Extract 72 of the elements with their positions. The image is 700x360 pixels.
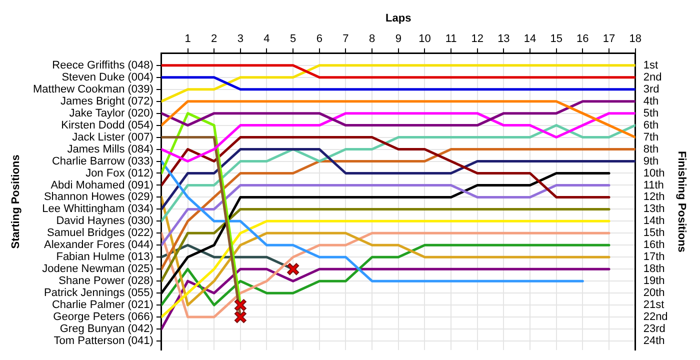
point (234, 299, 246, 312)
x-tick-label: 1 (184, 32, 191, 45)
point (234, 311, 246, 324)
y-tick-label: 22nd (643, 311, 668, 324)
y-tick-label: 18th (643, 263, 665, 276)
x-tick-label: 17 (602, 32, 616, 45)
y-tick-label: 9th (643, 155, 659, 168)
y-tick-label: 11th (643, 179, 664, 192)
category-label: Tom Patterson (041) (54, 335, 154, 348)
x-tick-label: 16 (576, 32, 589, 45)
category-label: Abdi Mohamed (091) (50, 179, 154, 192)
y-tick-label: 8th (643, 143, 659, 156)
category-label: Patrick Jennings (055) (44, 287, 154, 300)
x-tick-label: 6 (316, 32, 322, 45)
category-label: Charlie Barrow (033) (52, 155, 154, 168)
y-tick-label: 6th (643, 119, 659, 132)
x-tick-label: 8 (368, 32, 376, 45)
y-tick-label: 15th (643, 227, 665, 240)
y-tick-label: 7th (643, 131, 659, 144)
point (287, 263, 300, 276)
y-tick-label: 17th (643, 251, 665, 264)
x-tick-label: 12 (471, 32, 484, 45)
x-tick-label: 2 (211, 32, 218, 45)
text: Starting Positions (10, 154, 22, 249)
category-label: Fabian Hulme (013) (56, 251, 154, 264)
category-label: Jodene Newman (025) (42, 263, 154, 276)
y-tick-label: 1st (643, 59, 658, 72)
y-tick-label: 5th (643, 107, 659, 120)
x-tick-label: 4 (264, 32, 270, 45)
x-tick-label: 3 (237, 32, 244, 45)
category-label: Jack Lister (007) (72, 131, 154, 144)
y-tick-label: 19th (643, 275, 665, 288)
x-tick-label: 13 (498, 32, 510, 45)
x-tick-label: 9 (395, 32, 402, 45)
category-label: James Bright (072) (60, 95, 154, 108)
category-label: Samuel Bridges (022) (47, 227, 154, 240)
x-tick-label: 10 (418, 32, 431, 45)
x-axis-title: Laps (386, 12, 412, 25)
category-label: Greg Bunyan (042) (60, 323, 154, 336)
y-tick-label: 21st (643, 299, 664, 312)
x-tick-label: 7 (342, 32, 349, 45)
x-tick-label: 11 (445, 32, 457, 45)
x-tick-label: 18 (629, 32, 642, 45)
category-label: Reece Griffiths (048) (52, 59, 154, 72)
category-label: Matthew Cookman (039) (32, 83, 154, 96)
category-label: Charlie Palmer (021) (52, 299, 154, 312)
y-axis-title: Finishing Positions (675, 150, 688, 252)
category-label: George Peters (066) (53, 311, 154, 324)
category-label: Alexander Fores (044) (44, 239, 154, 252)
y-tick-label: 13th (643, 203, 665, 216)
category-label: Jon Fox (012) (86, 167, 154, 180)
y-tick-label: 3rd (643, 83, 660, 96)
y-tick-label: 16th (643, 239, 665, 252)
category-label: Steven Duke (004) (62, 71, 154, 84)
category-label: Kirsten Dodd (054) (61, 119, 154, 132)
y-tick-label: 23rd (643, 323, 666, 336)
x-tick-label: 14 (524, 32, 536, 45)
y-tick-label: 4th (643, 95, 659, 108)
category-label: Jake Taylor (020) (69, 107, 154, 120)
y-tick-label: 2nd (643, 71, 662, 84)
category-label: Lee Whittingham (034) (42, 203, 154, 216)
x-tick-label: 15 (550, 32, 562, 45)
y-tick-label: 12th (643, 191, 665, 204)
y-tick-label: 20th (643, 287, 665, 300)
y-tick-label: 14th (643, 215, 665, 228)
y-tick-label: 24th (643, 335, 665, 348)
category-label: Shane Power (028) (58, 275, 154, 288)
category-label: James Mills (084) (67, 143, 154, 156)
x-tick-label: 5 (290, 32, 296, 45)
category-label: David Haynes (030) (56, 215, 154, 228)
category-label: Shannon Howes (029) (44, 191, 154, 204)
y-tick-label: 10th (643, 167, 665, 180)
